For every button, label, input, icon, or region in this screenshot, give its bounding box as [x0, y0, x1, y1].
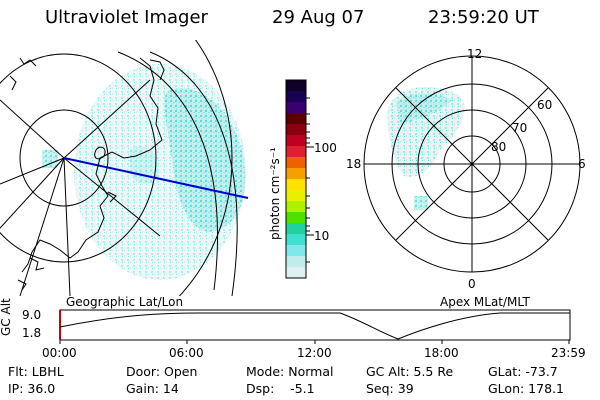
altitude-tick-max: 9.0	[22, 308, 42, 322]
gain-readout: Gain: 14	[126, 381, 179, 396]
colorbar-band	[286, 201, 306, 213]
gc-alt-readout: GC Alt: 5.5 Re	[366, 364, 454, 379]
altitude-tick-min: 1.8	[22, 326, 42, 340]
colorbar-unit-label: photon cm⁻²s⁻¹	[268, 147, 282, 240]
colorbar-band	[286, 212, 306, 224]
lat-label-60: 60	[537, 98, 553, 112]
seq-readout: Seq: 39	[366, 381, 414, 396]
altitude-axis-label: GC Alt	[0, 298, 13, 336]
lat-label-80: 80	[491, 140, 507, 154]
glat-readout: GLat: -73.7	[488, 364, 558, 379]
colorbar-band	[286, 245, 306, 257]
geographic-map	[0, 40, 249, 296]
ip-readout: IP: 36.0	[8, 381, 56, 396]
colorbar-band	[286, 113, 306, 125]
colorbar-band	[286, 168, 306, 180]
filter-readout: Flt: LBHL	[8, 364, 64, 379]
colorbar-band	[286, 80, 306, 92]
colorbar-band	[286, 146, 306, 158]
glon-readout: GLon: 178.1	[488, 381, 564, 396]
date-label: 29 Aug 07	[272, 7, 365, 28]
mlt-label-12: 12	[467, 47, 483, 61]
colorbar-band	[286, 157, 306, 169]
instrument-title: Ultraviolet Imager	[45, 7, 208, 28]
time-tick-1800: 18:00	[424, 346, 459, 360]
colorbar-band	[286, 223, 306, 235]
mode-readout: Mode: Normal	[246, 364, 334, 379]
colorbar-band	[286, 91, 306, 103]
time-tick-2359: 23:59	[551, 346, 586, 360]
colorbar-band	[286, 102, 306, 114]
geo-panel-label: Geographic Lat/Lon	[66, 295, 184, 309]
altitude-plot	[59, 309, 571, 344]
time-label: 23:59:20 UT	[428, 7, 539, 28]
mlt-label-6: 6	[578, 157, 586, 171]
colorbar-band	[286, 256, 306, 268]
colorbar-tick-10: 10	[314, 229, 330, 243]
lat-label-70: 70	[512, 121, 528, 135]
polar-panel-label: Apex MLat/MLT	[440, 295, 530, 309]
dsp-readout: Dsp: -5.1	[246, 381, 315, 396]
mlt-label-18: 18	[346, 157, 362, 171]
time-tick-1200: 12:00	[297, 346, 332, 360]
colorbar-band	[286, 267, 306, 279]
colorbar-band	[286, 124, 306, 136]
colorbar-band	[286, 234, 306, 246]
time-tick-0000: 00:00	[42, 346, 77, 360]
colorbar-band	[286, 179, 306, 191]
colorbar-tick-100: 100	[314, 141, 337, 155]
door-readout: Door: Open	[126, 364, 198, 379]
colorbar-band	[286, 135, 306, 147]
colorbar	[285, 79, 314, 279]
colorbar-band	[286, 190, 306, 202]
time-tick-0600: 06:00	[169, 346, 204, 360]
polar-image-panel	[363, 55, 581, 273]
mlt-label-0: 0	[468, 277, 476, 291]
